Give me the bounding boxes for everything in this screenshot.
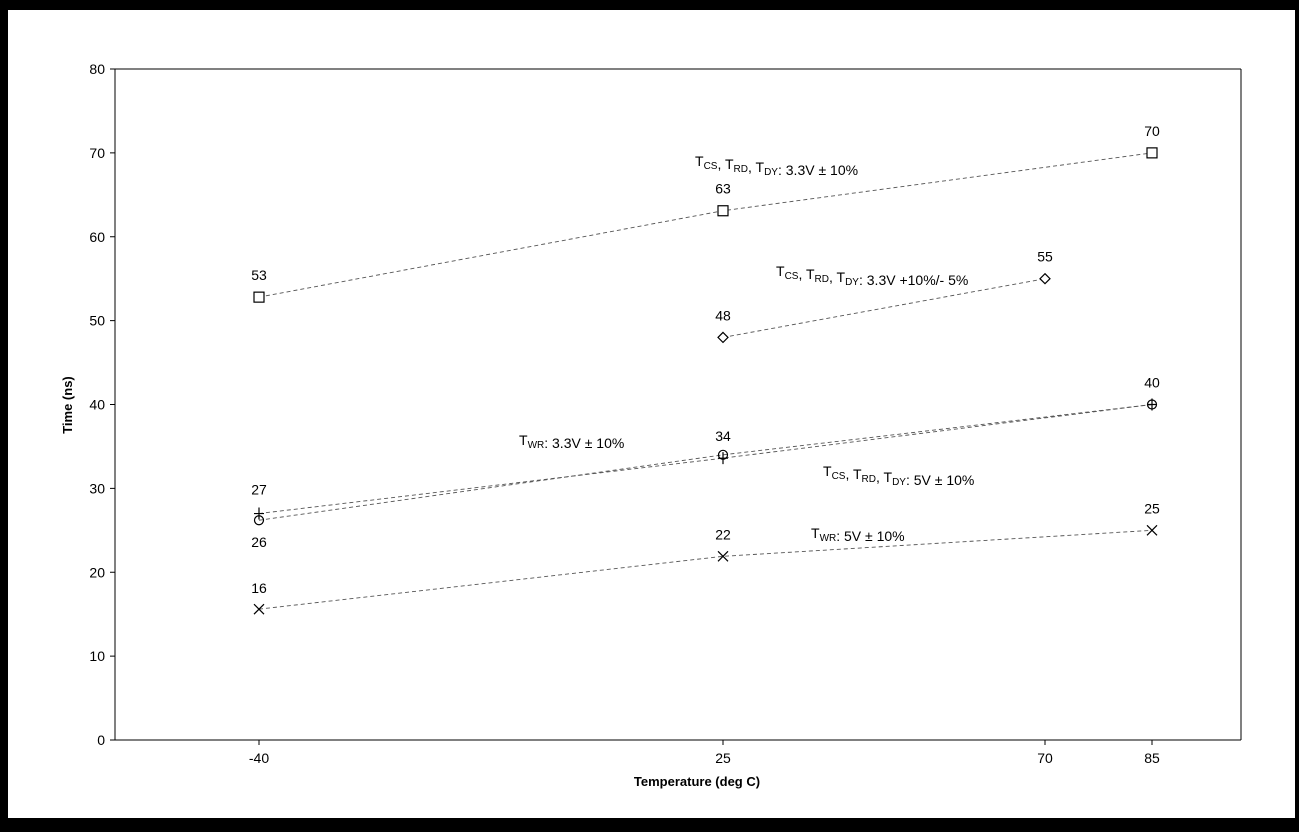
- diamond-marker: [717, 331, 729, 344]
- cross-marker: [1146, 524, 1158, 536]
- annotation-text: : 3.3V +10%/- 5%: [859, 272, 968, 288]
- annotation-text: T: [811, 525, 820, 541]
- y-tick-label: 60: [89, 229, 105, 245]
- circle-marker: [717, 449, 729, 460]
- series-annotation: TWR: 5V ± 10%: [811, 525, 905, 544]
- series-line-tcs-3v3-10-5: [722, 278, 1046, 338]
- annotation-subscript: CS: [832, 471, 846, 482]
- annotation-subscript: WR: [820, 533, 837, 544]
- annotation-text: : 3.3V ± 10%: [544, 435, 624, 451]
- data-label: 40: [1144, 375, 1160, 391]
- y-tick-label: 20: [89, 564, 105, 580]
- annotation-text: : 5V ± 10%: [906, 472, 974, 488]
- data-labels: 53 63 70 48 55 27 26 34 40 16 22 25: [251, 123, 1160, 596]
- annotation-text: , T: [717, 156, 734, 172]
- y-tick-label: 10: [89, 648, 105, 664]
- y-tick-label: 30: [89, 480, 105, 496]
- annotation-subscript: CS: [704, 161, 718, 172]
- y-tick-label: 70: [89, 145, 105, 161]
- annotation-text: : 3.3V ± 10%: [778, 162, 858, 178]
- x-ticks: -40 25 70 85: [249, 740, 1160, 766]
- series-annotation: TCS, TRD, TDY: 3.3V ± 10%: [695, 153, 858, 178]
- y-axis-title: Time (ns): [60, 376, 75, 434]
- plus-marker: [254, 507, 264, 520]
- annotation-subscript: DY: [892, 477, 906, 488]
- series-annotation: TCS, TRD, TDY: 3.3V +10%/- 5%: [776, 263, 968, 288]
- circle-marker: [253, 515, 265, 526]
- square-marker: [1146, 147, 1158, 159]
- annotation-text: T: [695, 153, 704, 169]
- series-line-tcs-3v3-10: [258, 152, 1153, 298]
- annotation-text: : 5V ± 10%: [836, 528, 904, 544]
- annotation-subscript: CS: [785, 271, 799, 282]
- axes: [114, 68, 1242, 741]
- data-label: 25: [1144, 500, 1160, 516]
- annotation-subscript: RD: [862, 474, 876, 485]
- x-tick-label: 85: [1144, 750, 1160, 766]
- y-tick-label: 0: [97, 732, 105, 748]
- data-label: 63: [715, 181, 731, 197]
- y-ticks: 0 10 20 30 40 50 60 70 80: [89, 61, 115, 748]
- data-label: 16: [251, 580, 267, 596]
- diamond-marker: [1039, 272, 1051, 285]
- annotation-text: , T: [845, 466, 862, 482]
- data-label: 27: [251, 482, 267, 498]
- x-axis-title: Temperature (deg C): [634, 774, 760, 789]
- annotation-text: T: [776, 263, 785, 279]
- annotation-subscript: DY: [764, 167, 778, 178]
- annotation-text: , T: [876, 469, 893, 485]
- series-annotations: TCS, TRD, TDY: 3.3V ± 10%TCS, TRD, TDY: …: [519, 153, 974, 544]
- annotation-subscript: RD: [734, 164, 748, 175]
- series-line-twr-3v3-10: [258, 404, 1153, 514]
- x-tick-label: 25: [715, 750, 731, 766]
- cross-marker: [717, 550, 729, 562]
- data-label: 70: [1144, 123, 1160, 139]
- square-marker: [253, 291, 265, 303]
- data-label: 48: [715, 307, 731, 323]
- data-label: 34: [715, 428, 731, 444]
- x-tick-label: -40: [249, 750, 269, 766]
- series-lines: [258, 152, 1153, 610]
- annotation-text: , T: [798, 266, 815, 282]
- annotation-subscript: RD: [815, 274, 829, 285]
- y-tick-label: 40: [89, 397, 105, 413]
- circle-marker: [1146, 399, 1158, 410]
- series-line-twr-5v-10: [258, 529, 1153, 610]
- annotation-text: , T: [829, 269, 846, 285]
- annotation-text: T: [519, 432, 528, 448]
- y-tick-label: 80: [89, 61, 105, 77]
- y-tick-label: 50: [89, 313, 105, 329]
- markers: [253, 147, 1158, 615]
- cross-marker: [253, 603, 265, 615]
- series-line-tcs-5v-10: [258, 404, 1153, 521]
- annotation-subscript: WR: [528, 440, 545, 451]
- series-annotation: TWR: 3.3V ± 10%: [519, 432, 624, 451]
- data-label: 22: [715, 526, 731, 542]
- annotation-text: , T: [748, 159, 765, 175]
- x-tick-label: 70: [1037, 750, 1053, 766]
- square-marker: [717, 205, 729, 217]
- data-label: 53: [251, 267, 267, 283]
- annotation-subscript: DY: [845, 277, 859, 288]
- data-label: 55: [1037, 249, 1053, 265]
- annotation-text: T: [823, 463, 832, 479]
- data-label: 26: [251, 534, 267, 550]
- series-annotation: TCS, TRD, TDY: 5V ± 10%: [823, 463, 974, 488]
